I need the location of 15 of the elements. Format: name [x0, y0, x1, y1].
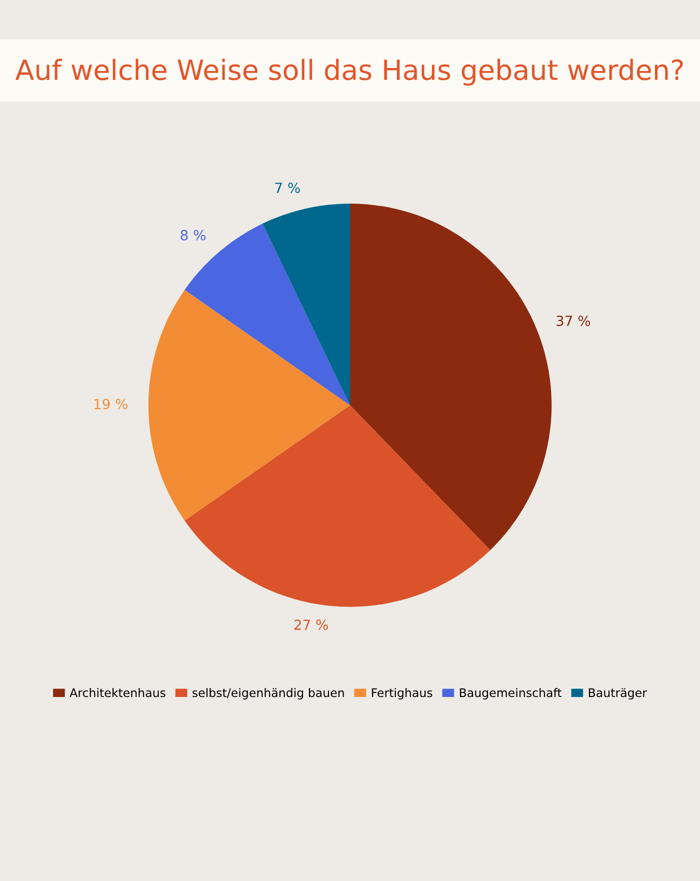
- data-label: 8 %: [180, 230, 206, 240]
- data-label: 37 %: [556, 316, 590, 326]
- data-label: 19 %: [94, 398, 128, 410]
- data-label: 7 %: [275, 182, 300, 194]
- legend-label: Baugemeinschaft: [460, 688, 562, 700]
- legend-label: Fertighaus: [372, 688, 432, 700]
- pie-slice: [184, 405, 490, 607]
- legend-label: Bauträger: [588, 688, 647, 700]
- legend-label: Architektenhaus: [70, 688, 166, 698]
- data-label: 27 %: [294, 620, 328, 630]
- pie-slice: [262, 204, 350, 406]
- legend-label: selbst/eigenhändig bauen: [192, 688, 344, 700]
- pie-slice: [148, 290, 350, 521]
- chart-title: Auf welche Weise soll das Haus gebaut werden?: [15, 58, 683, 86]
- pie-slice: [350, 204, 552, 550]
